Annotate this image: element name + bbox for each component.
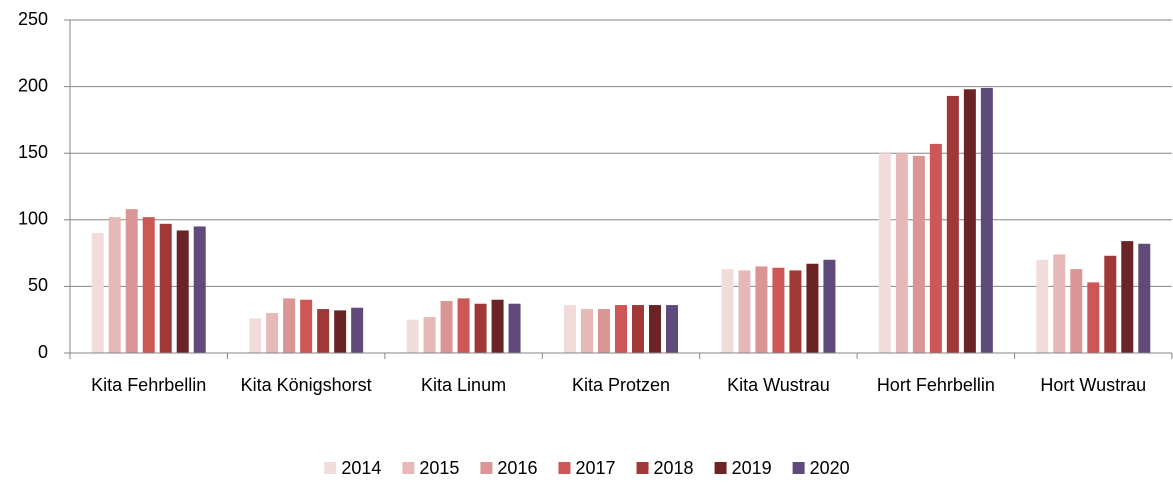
bar	[193, 226, 206, 353]
legend-swatch	[324, 462, 337, 474]
legend-swatch	[558, 462, 571, 474]
bar	[91, 233, 104, 353]
bar	[159, 223, 172, 353]
bar	[125, 209, 138, 353]
bar	[491, 299, 504, 353]
bar	[895, 153, 908, 353]
bar	[755, 266, 768, 353]
bar	[980, 87, 993, 353]
bar	[474, 303, 487, 353]
bar	[1087, 282, 1100, 353]
legend-label: 2019	[732, 458, 772, 478]
bar	[317, 309, 330, 353]
y-tick-label: 0	[38, 342, 48, 362]
x-tick-label: Kita Fehrbellin	[91, 375, 207, 395]
bar	[649, 305, 661, 353]
y-tick-label: 200	[18, 75, 48, 95]
bar	[878, 153, 891, 353]
y-tick-label: 50	[28, 275, 48, 295]
bar	[946, 95, 959, 353]
bar	[108, 217, 121, 353]
bar	[615, 305, 627, 353]
bar	[823, 259, 836, 353]
bar	[406, 319, 419, 353]
bar	[440, 301, 453, 353]
bar	[1036, 259, 1049, 353]
y-tick-label: 100	[18, 209, 48, 229]
bar	[963, 89, 976, 353]
bar	[806, 263, 819, 353]
bar	[738, 270, 751, 353]
bar	[598, 309, 610, 353]
bar	[929, 143, 942, 353]
bar	[142, 217, 155, 353]
legend-swatch	[636, 462, 649, 474]
legend-swatch	[402, 462, 415, 474]
bar	[789, 270, 802, 353]
bar	[508, 303, 521, 353]
bar	[581, 309, 593, 353]
bar	[1121, 241, 1134, 353]
bar	[249, 318, 262, 353]
bar	[1104, 255, 1117, 353]
bar	[721, 269, 734, 353]
bar	[334, 310, 347, 353]
x-tick-label: Hort Fehrbellin	[876, 375, 995, 395]
legend-label: 2017	[575, 458, 615, 478]
bar	[1138, 243, 1151, 353]
bar	[1053, 254, 1066, 353]
bar	[457, 298, 470, 353]
bar	[1070, 269, 1083, 353]
bar	[772, 267, 785, 353]
legend-label: 2015	[419, 458, 459, 478]
legend-label: 2014	[341, 458, 381, 478]
legend-label: 2018	[654, 458, 694, 478]
x-tick-label: Kita Linum	[421, 375, 507, 395]
bar	[283, 298, 296, 353]
bar	[666, 305, 678, 353]
bar	[176, 230, 189, 353]
x-tick-label: Kita Wustrau	[727, 375, 830, 395]
x-tick-label: Hort Wustrau	[1040, 375, 1147, 395]
legend-swatch	[714, 462, 727, 474]
legend-swatch	[480, 462, 493, 474]
y-tick-label: 250	[18, 9, 48, 29]
x-tick-label: Kita Königshorst	[240, 375, 372, 395]
bar	[300, 299, 313, 353]
bar	[266, 313, 279, 353]
x-tick-label: Kita Protzen	[571, 375, 671, 395]
bar	[423, 317, 436, 353]
bar	[351, 307, 364, 353]
bar	[564, 305, 576, 353]
legend-swatch	[792, 462, 805, 474]
bar	[632, 305, 644, 353]
y-tick-label: 150	[18, 142, 48, 162]
bar	[912, 155, 925, 353]
legend-label: 2016	[497, 458, 537, 478]
legend-label: 2020	[810, 458, 850, 478]
